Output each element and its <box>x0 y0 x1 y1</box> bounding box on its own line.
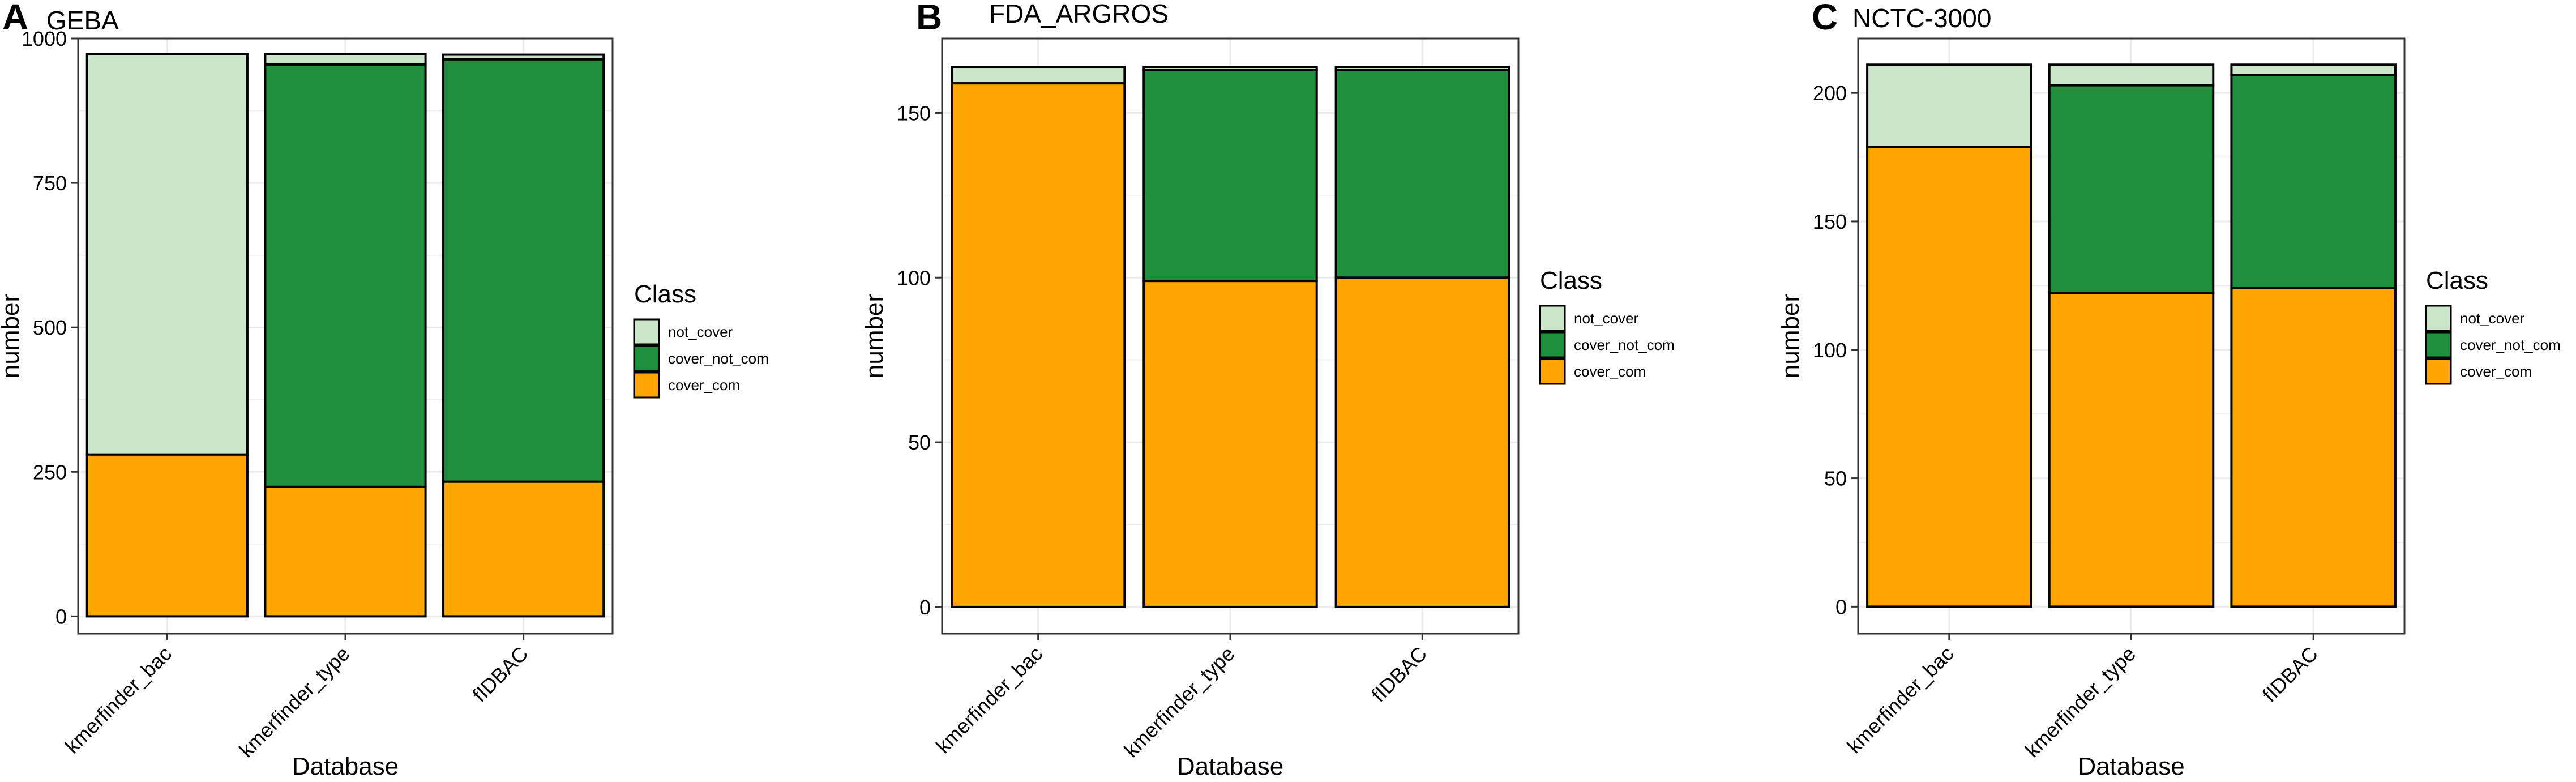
legend-entry-label: not_cover <box>2460 310 2525 327</box>
y-tick-label: 0 <box>55 605 67 628</box>
legend-swatch-cover-not-com <box>2425 331 2452 358</box>
legend-swatch-cover-com <box>1539 358 1566 385</box>
bar-cover-com-0 <box>950 82 1126 608</box>
x-axis: kmerfinder_bac kmerfinder_type fIDBAC <box>931 634 1431 762</box>
legend-swatch-not-cover <box>2425 305 2452 332</box>
bars <box>1866 63 2397 608</box>
bar-not-cover-0 <box>950 66 1126 85</box>
legend: Class not_cover cover_not_com cover_com <box>1539 267 1675 385</box>
bar-cover-not-com-1 <box>2048 84 2215 294</box>
bar-not-cover-1 <box>2048 63 2215 87</box>
bar-cover-com-2 <box>1334 276 1510 608</box>
y-axis-label: number <box>0 294 24 378</box>
x-tick-label: kmerfinder_type <box>234 642 354 762</box>
chart-title: GEBA <box>46 6 119 35</box>
y-axis-label: number <box>1777 294 1804 378</box>
y-tick-label: 50 <box>908 431 931 454</box>
legend-entry-label: cover_com <box>2460 363 2532 380</box>
y-axis: 0 50 100 150 200 <box>1813 82 1858 618</box>
legend-swatch-cover-com <box>633 371 660 399</box>
x-tick-label: kmerfinder_bac <box>61 642 176 758</box>
x-tick-label: fIDBAC <box>468 642 532 707</box>
legend: Class not_cover cover_not_com cover_com <box>633 280 769 399</box>
x-tick-label: kmerfinder_bac <box>931 642 1047 758</box>
bar-not-cover-2 <box>442 53 605 61</box>
x-axis-label: Database <box>2078 753 2184 780</box>
bar-cover-com-1 <box>264 485 427 618</box>
legend-swatch-cover-not-com <box>1539 331 1566 358</box>
legend-swatch-cover-not-com <box>633 345 660 372</box>
x-tick-label: kmerfinder_type <box>2021 642 2141 762</box>
y-tick-label: 250 <box>33 460 67 484</box>
legend-entry-label: cover_com <box>1574 363 1646 380</box>
legend-title: Class <box>2426 267 2488 294</box>
legend-swatch-not-cover <box>1539 305 1566 332</box>
chart-panel-b: B FDA_ARGROS 0 50 100 150 number kmerfinder_bac… <box>861 0 1675 780</box>
y-axis: 0 250 500 750 1000 <box>22 27 78 628</box>
bars <box>85 53 605 618</box>
chart-panel-c: C NCTC-3000 0 50 100 150 200 number kmerfinder_b… <box>1777 0 2561 780</box>
y-tick-label: 0 <box>1835 595 1847 618</box>
legend-entry-label: not_cover <box>668 323 733 340</box>
y-tick-label: 150 <box>1813 210 1847 233</box>
bar-cover-not-com-1 <box>1142 69 1318 283</box>
bar-cover-com-1 <box>2048 292 2215 608</box>
panel-label: A <box>2 0 28 37</box>
y-tick-label: 150 <box>897 101 931 125</box>
y-tick-label: 750 <box>33 172 67 195</box>
bar-cover-not-com-2 <box>442 58 605 483</box>
x-tick-label: kmerfinder_bac <box>1842 642 1958 758</box>
legend-entry-label: cover_not_com <box>1574 336 1675 353</box>
x-axis-label: Database <box>1177 753 1283 780</box>
bar-cover-not-com-2 <box>2230 74 2397 289</box>
bar-not-cover-2 <box>1334 66 1510 71</box>
bar-not-cover-1 <box>264 53 427 66</box>
bar-not-cover-0 <box>85 53 249 456</box>
bars <box>950 66 1510 608</box>
x-axis: kmerfinder_bac kmerfinder_type fIDBAC <box>1842 634 2322 762</box>
x-axis-label: Database <box>292 753 399 780</box>
bar-cover-com-1 <box>1142 280 1318 608</box>
bar-cover-not-com-2 <box>1334 69 1510 279</box>
legend-swatch-not-cover <box>633 318 660 345</box>
bar-not-cover-1 <box>1142 66 1318 71</box>
bar-cover-com-0 <box>1866 146 2032 608</box>
bar-cover-com-2 <box>2230 287 2397 608</box>
y-tick-label: 200 <box>1813 82 1847 105</box>
chart-title: FDA_ARGROS <box>989 0 1169 28</box>
chart-title: NCTC-3000 <box>1852 3 1991 33</box>
legend: Class not_cover cover_not_com cover_com <box>2425 267 2561 385</box>
bar-not-cover-0 <box>1866 63 2032 148</box>
legend-entry-label: cover_not_com <box>668 350 769 367</box>
x-axis: kmerfinder_bac kmerfinder_type fIDBAC <box>61 634 532 762</box>
y-tick-label: 100 <box>1813 339 1847 362</box>
legend-title: Class <box>634 280 696 308</box>
x-tick-label: fIDBAC <box>2258 642 2322 707</box>
y-axis-label: number <box>861 294 888 378</box>
x-tick-label: fIDBAC <box>1367 642 1431 707</box>
y-tick-label: 1000 <box>22 27 67 50</box>
legend-title: Class <box>1540 267 1602 294</box>
legend-swatch-cover-com <box>2425 358 2452 385</box>
panel-label: C <box>1812 0 1838 37</box>
legend-entry-label: not_cover <box>1574 310 1639 327</box>
y-tick-label: 0 <box>919 596 931 619</box>
bar-cover-com-0 <box>85 453 249 618</box>
bar-not-cover-2 <box>2230 63 2397 76</box>
y-axis: 0 50 100 150 <box>897 101 942 619</box>
legend-entry-label: cover_not_com <box>2460 336 2561 353</box>
panel-label: B <box>916 0 942 37</box>
x-tick-label: kmerfinder_type <box>1119 642 1239 762</box>
y-tick-label: 100 <box>897 266 931 289</box>
bar-cover-com-2 <box>442 480 605 618</box>
bar-cover-not-com-1 <box>264 63 427 488</box>
y-tick-label: 50 <box>1824 467 1847 490</box>
legend-entry-label: cover_com <box>668 377 740 394</box>
y-tick-label: 500 <box>33 316 67 339</box>
